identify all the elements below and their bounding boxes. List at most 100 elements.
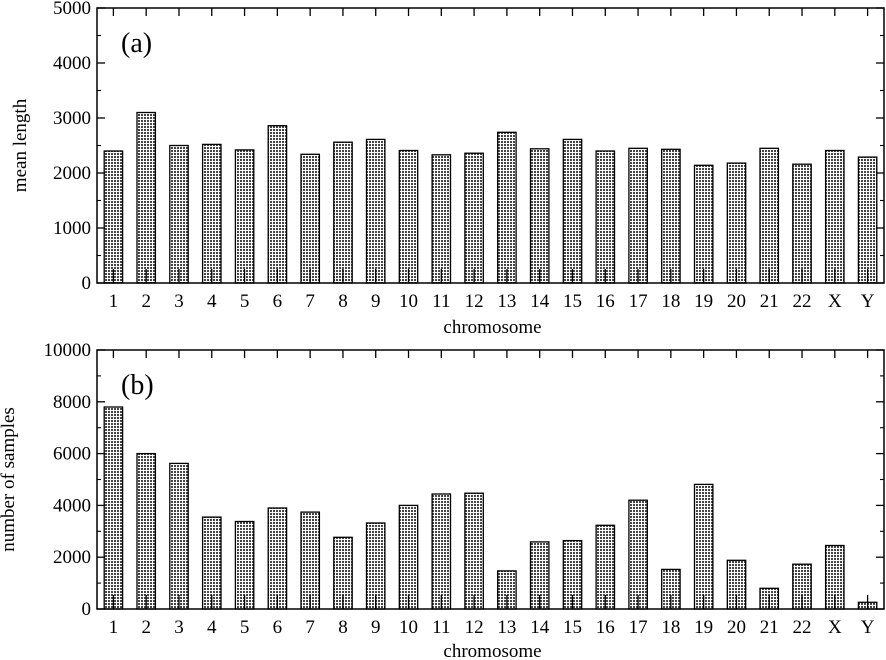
x-tick-label-8: 8 <box>338 617 348 638</box>
x-tick-label-16: 16 <box>596 617 615 638</box>
x-tick-label-1: 1 <box>109 291 119 312</box>
x-tick-label-18: 18 <box>661 291 680 312</box>
bar-7 <box>300 511 321 610</box>
bar-15 <box>562 138 583 284</box>
bar-3 <box>169 144 189 284</box>
x-tick-label-18: 18 <box>661 617 680 638</box>
x-tick-label-22: 22 <box>793 617 812 638</box>
x-tick-label-11: 11 <box>432 617 450 638</box>
x-tick-label-8: 8 <box>338 291 348 312</box>
bar-16 <box>595 150 616 284</box>
x-tick-label-3: 3 <box>174 617 184 638</box>
x-tick-label-12: 12 <box>465 617 484 638</box>
bar-8 <box>333 141 353 284</box>
y-tick-label: 5000 <box>53 0 91 19</box>
x-tick-label-15: 15 <box>563 617 582 638</box>
y-tick-label: 2000 <box>53 547 91 568</box>
x-tick-label-17: 17 <box>629 291 648 312</box>
bar-4 <box>201 143 222 284</box>
x-tick-label-13: 13 <box>497 617 516 638</box>
bar-11 <box>431 154 452 284</box>
x-tick-label-13: 13 <box>497 291 516 312</box>
x-tick-label-9: 9 <box>371 291 381 312</box>
bar-1 <box>103 406 124 610</box>
x-tick-label-6: 6 <box>273 617 283 638</box>
x-tick-label-3: 3 <box>174 291 184 312</box>
y-tick-label: 1000 <box>53 218 91 239</box>
x-tick-label-4: 4 <box>207 291 217 312</box>
bar-12 <box>464 152 484 284</box>
x-tick-label-15: 15 <box>563 291 582 312</box>
x-tick-label-Y: Y <box>861 291 875 312</box>
x-tick-label-X: X <box>828 291 842 312</box>
bar-19 <box>693 483 714 610</box>
bar-18 <box>661 148 681 284</box>
x-axis-title: chromosome <box>443 641 541 660</box>
bar-20 <box>726 162 747 284</box>
y-tick-label: 0 <box>82 273 92 294</box>
y-axis-title: number of samples <box>0 407 19 552</box>
x-tick-label-5: 5 <box>240 617 250 638</box>
bar-17 <box>628 147 648 284</box>
x-tick-label-21: 21 <box>760 617 779 638</box>
x-tick-label-2: 2 <box>141 617 151 638</box>
bar-13 <box>497 131 517 284</box>
y-tick-label: 8000 <box>53 392 91 413</box>
bar-1 <box>103 150 124 284</box>
x-tick-label-14: 14 <box>530 617 550 638</box>
bar-11 <box>431 493 452 610</box>
x-tick-label-17: 17 <box>629 617 648 638</box>
x-tick-label-19: 19 <box>694 291 713 312</box>
x-tick-label-16: 16 <box>596 291 615 312</box>
x-tick-label-7: 7 <box>305 617 315 638</box>
x-tick-label-1: 1 <box>109 617 119 638</box>
y-axis-title: mean length <box>10 98 31 192</box>
x-tick-label-21: 21 <box>760 291 779 312</box>
x-tick-label-20: 20 <box>727 291 746 312</box>
bar-6 <box>267 125 288 284</box>
x-tick-label-4: 4 <box>207 617 217 638</box>
y-tick-label: 10000 <box>44 340 92 361</box>
bar-6 <box>267 507 288 610</box>
bar-22 <box>792 163 812 284</box>
panel-label: (b) <box>121 370 154 401</box>
x-axis-title: chromosome <box>443 317 541 338</box>
bar-12 <box>464 492 484 610</box>
bar-Y <box>857 156 878 284</box>
bar-21 <box>759 147 780 284</box>
bar-7 <box>300 153 321 284</box>
bar-10 <box>398 149 419 284</box>
bar-9 <box>365 138 386 284</box>
y-tick-label: 4000 <box>53 53 91 74</box>
bar-14 <box>529 148 550 284</box>
x-tick-label-11: 11 <box>432 291 450 312</box>
x-tick-label-10: 10 <box>399 617 418 638</box>
x-tick-label-X: X <box>828 617 842 638</box>
x-tick-label-5: 5 <box>240 291 250 312</box>
x-tick-label-14: 14 <box>530 291 550 312</box>
bar-2 <box>136 111 157 284</box>
bar-2 <box>136 452 157 610</box>
x-tick-label-12: 12 <box>465 291 484 312</box>
y-tick-label: 0 <box>82 599 92 620</box>
x-tick-label-22: 22 <box>793 291 812 312</box>
x-tick-label-9: 9 <box>371 617 381 638</box>
x-tick-label-6: 6 <box>273 291 283 312</box>
bar-10 <box>398 504 419 610</box>
bar-3 <box>169 462 189 610</box>
bar-17 <box>628 499 648 610</box>
x-tick-label-2: 2 <box>141 291 151 312</box>
bar-X <box>824 149 845 284</box>
x-tick-label-10: 10 <box>399 291 418 312</box>
x-tick-label-20: 20 <box>727 617 746 638</box>
x-tick-label-Y: Y <box>861 617 875 638</box>
x-tick-label-7: 7 <box>305 291 315 312</box>
bar-19 <box>693 164 714 284</box>
panel-label: (a) <box>121 28 152 59</box>
y-tick-label: 2000 <box>53 163 91 184</box>
y-tick-label: 4000 <box>53 495 91 516</box>
x-tick-label-19: 19 <box>694 617 713 638</box>
